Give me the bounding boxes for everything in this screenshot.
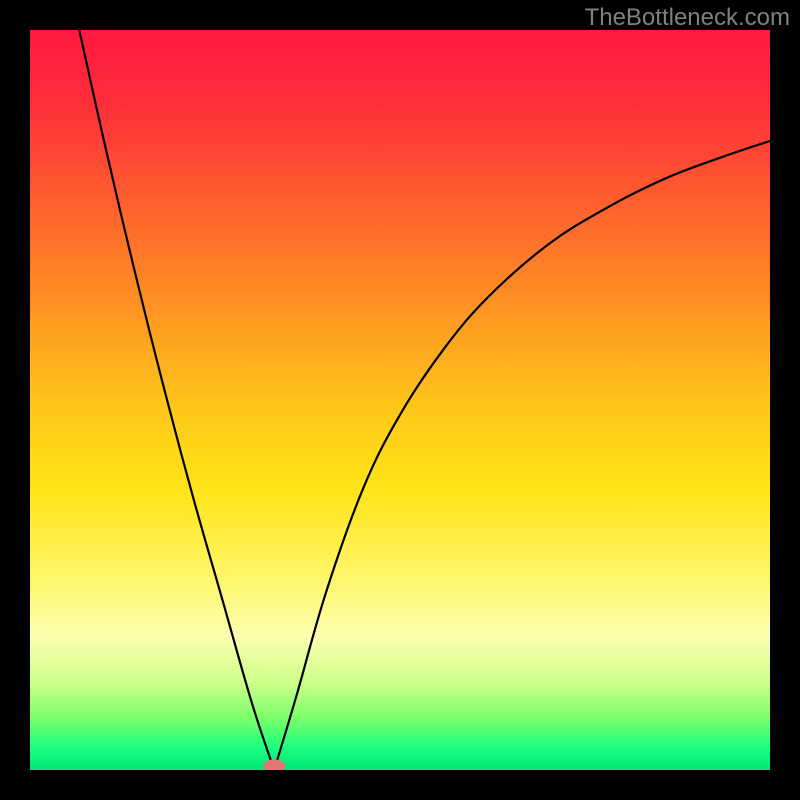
plot-svg — [30, 30, 770, 770]
figure-root: TheBottleneck.com — [0, 0, 800, 800]
plot-background — [30, 30, 770, 770]
watermark-text: TheBottleneck.com — [585, 4, 790, 32]
